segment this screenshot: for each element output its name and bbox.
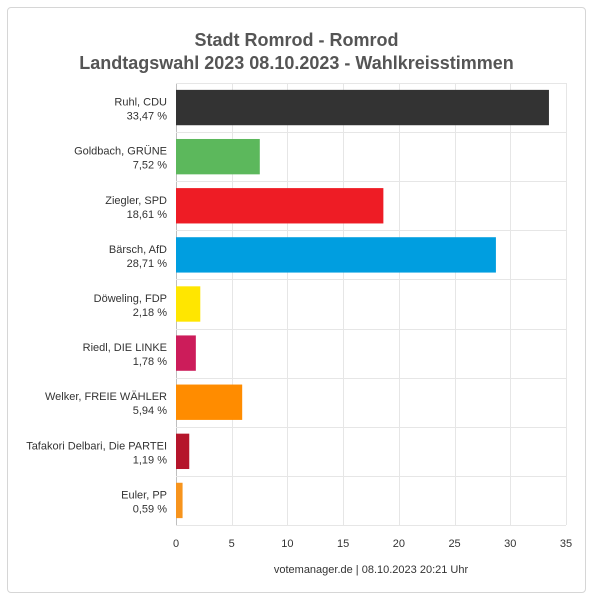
bar [176, 188, 384, 224]
x-tick-label: 35 [560, 538, 572, 550]
category-label: Ziegler, SPD [105, 195, 167, 207]
bar [176, 89, 549, 126]
bar [176, 237, 496, 273]
category-label: Welker, FREIE WÄHLER [45, 391, 167, 403]
bar [176, 482, 183, 519]
x-tick-label: 10 [281, 538, 293, 550]
category-label: Goldbach, GRÜNE [74, 146, 167, 158]
category-value-label: 1,19 % [133, 454, 167, 466]
category-value-label: 7,52 % [133, 160, 167, 172]
category-label: Ruhl, CDU [114, 97, 167, 109]
x-tick-label: 30 [504, 538, 516, 550]
category-value-label: 33,47 % [127, 111, 168, 123]
bar [176, 335, 196, 371]
category-value-label: 2,18 % [133, 307, 167, 319]
x-tick-label: 25 [448, 538, 460, 550]
category-label: Euler, PP [121, 489, 167, 501]
category-value-label: 5,94 % [133, 405, 167, 417]
category-value-label: 28,71 % [127, 258, 168, 270]
x-tick-label: 5 [229, 538, 235, 550]
category-value-label: 18,61 % [127, 209, 168, 221]
chart-title-line-2: Landtagswahl 2023 08.10.2023 - Wahlkreis… [79, 53, 514, 73]
bar [176, 138, 260, 175]
chart-title: Stadt Romrod - Romrod Landtagswahl 2023 … [0, 29, 593, 75]
x-tick-label: 15 [337, 538, 349, 550]
category-label: Riedl, DIE LINKE [83, 342, 167, 354]
x-tick-label: 20 [393, 538, 405, 550]
bar [176, 286, 201, 322]
category-value-label: 1,78 % [133, 356, 167, 368]
chart-title-line-1: Stadt Romrod - Romrod [194, 30, 399, 50]
category-label: Tafakori Delbari, Die PARTEI [26, 440, 167, 452]
category-label: Bärsch, AfD [109, 244, 167, 256]
category-label: Döweling, FDP [94, 293, 167, 305]
bar [176, 433, 190, 470]
category-value-label: 0,59 % [133, 503, 167, 515]
bar [176, 384, 243, 420]
source-credit: votemanager.de | 08.10.2023 20:21 Uhr [273, 564, 469, 576]
x-tick-label: 0 [173, 538, 179, 550]
